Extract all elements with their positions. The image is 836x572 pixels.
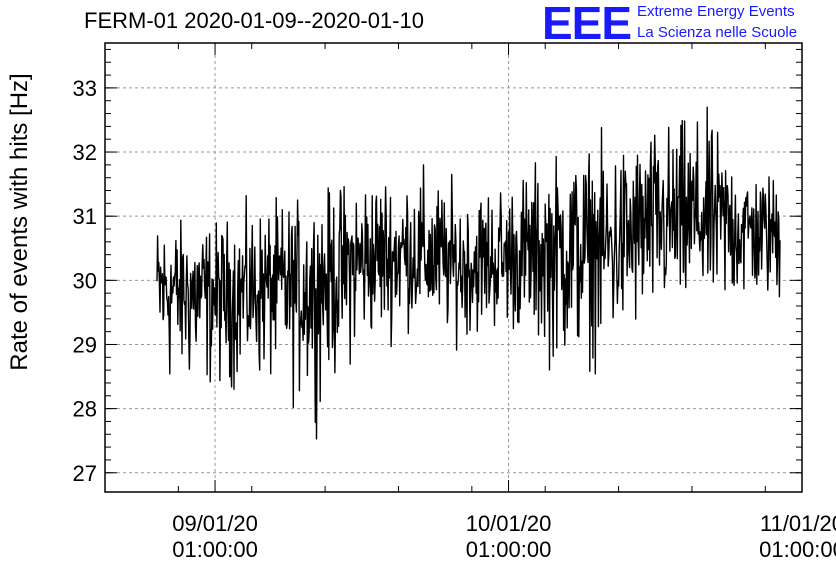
plot-frame <box>104 42 803 493</box>
logo-line-1: Extreme Energy Events <box>637 3 795 20</box>
y-tick-label: 27 <box>73 461 97 486</box>
y-tick-label: 31 <box>73 204 97 229</box>
y-axis-label: Rate of events with hits [Hz] <box>6 73 33 371</box>
x-tick-label-date: 11/01/20 <box>760 511 836 536</box>
tick-labels: 2728293031323309/01/2001:00:0010/01/2001… <box>73 76 836 562</box>
x-tick-label-date: 10/01/20 <box>466 511 552 536</box>
x-tick-label-time: 01:00:00 <box>466 537 552 562</box>
series-line <box>156 106 781 440</box>
logo-line-2: La Scienza nelle Scuole <box>637 24 798 41</box>
y-tick-label: 28 <box>73 397 97 422</box>
eee-logo-mark: EEE <box>542 0 632 49</box>
y-tick-label: 30 <box>73 268 97 293</box>
series-group <box>156 106 781 440</box>
y-tick-label: 29 <box>73 332 97 357</box>
axes <box>104 42 803 493</box>
x-tick-label-time: 01:00:00 <box>759 537 836 562</box>
y-tick-label: 33 <box>73 76 97 101</box>
chart-title: FERM-01 2020-01-09--2020-01-10 <box>84 8 424 33</box>
x-tick-label-date: 09/01/20 <box>172 511 258 536</box>
y-tick-label: 32 <box>73 140 97 165</box>
x-tick-label-time: 01:00:00 <box>172 537 258 562</box>
